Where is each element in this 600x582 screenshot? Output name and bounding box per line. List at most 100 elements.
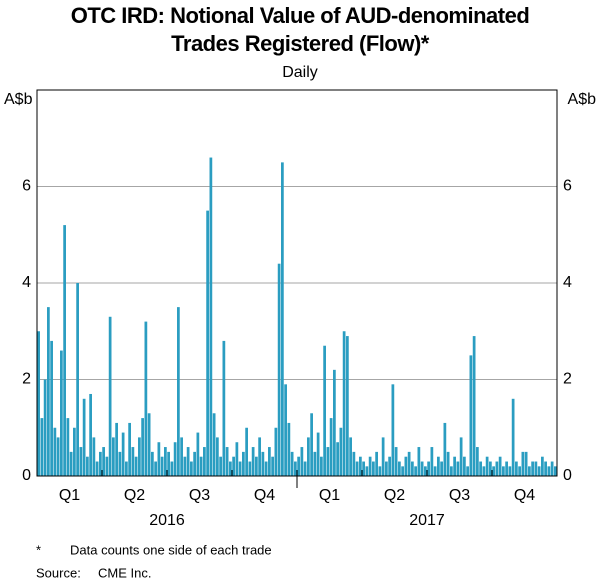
bar (404, 456, 408, 476)
bar (417, 447, 421, 476)
bar (264, 461, 268, 476)
bar (294, 461, 297, 476)
chart-title: Trades Registered (Flow)* (171, 31, 430, 56)
y-axis-label: A$b (4, 91, 33, 108)
bar (388, 456, 391, 476)
bar (443, 422, 447, 476)
bar (524, 451, 528, 476)
bar (92, 437, 96, 476)
bar (440, 461, 443, 476)
bar (541, 456, 544, 476)
bar (170, 461, 174, 476)
bar (157, 442, 161, 476)
bar (196, 432, 200, 476)
bar (333, 369, 336, 476)
bar (66, 418, 70, 476)
bar (511, 398, 515, 476)
x-year-label: 2016 (149, 512, 185, 529)
bar (398, 461, 401, 476)
bar (554, 466, 557, 476)
bar (375, 451, 378, 476)
bar (56, 437, 60, 476)
chart-subtitle: Daily (282, 64, 318, 81)
bar (102, 447, 105, 476)
bar (118, 451, 122, 476)
bar (485, 456, 489, 476)
x-tick-label: Q3 (189, 487, 210, 504)
bar (147, 413, 151, 476)
bar (342, 331, 346, 476)
bar (446, 451, 450, 476)
bar (359, 456, 362, 476)
bar (60, 350, 63, 476)
bar (203, 447, 206, 476)
bar (95, 461, 99, 476)
bar (186, 447, 190, 476)
bar (339, 427, 343, 476)
bar (508, 466, 512, 476)
bar (352, 451, 356, 476)
bar (53, 427, 57, 476)
bar (329, 418, 333, 476)
bar (466, 466, 469, 476)
bar (544, 461, 547, 476)
bar (476, 447, 479, 476)
bar (164, 447, 167, 476)
bar (131, 447, 135, 476)
bar (528, 466, 531, 476)
bar (141, 418, 144, 476)
bar (43, 379, 47, 476)
bar (261, 451, 265, 476)
bar (368, 456, 372, 476)
y-tick-label: 0 (22, 467, 31, 484)
x-tick-label: Q1 (59, 487, 80, 504)
bar (515, 461, 518, 476)
bar (40, 418, 44, 476)
source-label: Source: (36, 565, 81, 580)
bar (310, 413, 313, 476)
bar (229, 461, 232, 476)
bar (472, 336, 476, 476)
bar (216, 437, 219, 476)
bar (177, 307, 180, 476)
footnote: Data counts one side of each trade (70, 542, 272, 557)
bar (115, 422, 118, 476)
bar (199, 456, 203, 476)
bar (277, 263, 281, 476)
bar (297, 456, 300, 476)
bar (492, 466, 495, 476)
bar (105, 456, 109, 476)
bar (37, 331, 40, 476)
bar (73, 427, 76, 476)
bar (151, 451, 154, 476)
bar (372, 461, 375, 476)
bar (498, 456, 502, 476)
bar (307, 437, 310, 476)
bar (160, 456, 164, 476)
footnote-marker: * (36, 542, 41, 557)
bar (50, 340, 53, 476)
bar (86, 456, 89, 476)
bar (251, 447, 255, 476)
bar (206, 210, 209, 476)
bar (303, 461, 307, 476)
x-tick-label: Q2 (384, 487, 405, 504)
bar (391, 384, 395, 476)
bar (316, 432, 320, 476)
bar (349, 437, 352, 476)
source: CME Inc. (98, 565, 151, 580)
bar (495, 461, 499, 476)
bar (420, 461, 424, 476)
bar (144, 321, 148, 476)
bar (134, 456, 138, 476)
bar (323, 345, 326, 476)
bar (550, 461, 554, 476)
bar (463, 456, 466, 476)
bar (424, 466, 427, 476)
y2-tick-label: 4 (563, 274, 572, 291)
bar (180, 437, 183, 476)
bar (128, 422, 131, 476)
bar (248, 461, 252, 476)
x-tick-label: Q1 (319, 487, 340, 504)
